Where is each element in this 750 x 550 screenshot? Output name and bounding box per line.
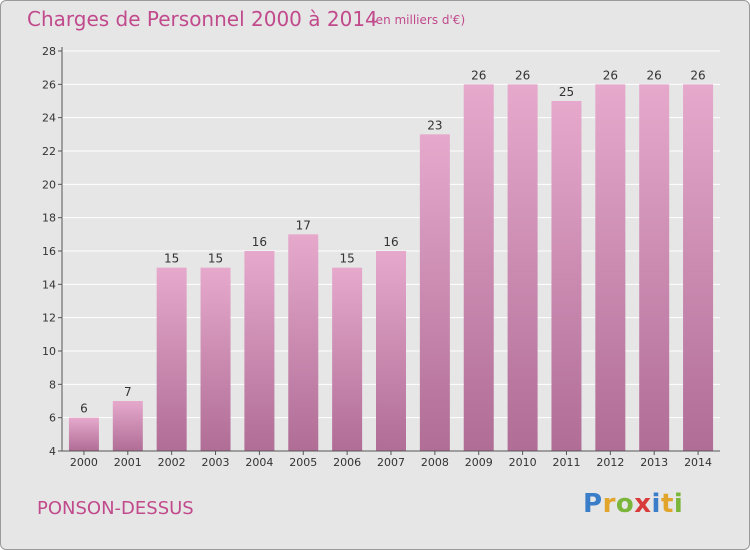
bars <box>68 84 714 452</box>
bar <box>376 251 406 451</box>
y-tick-label: 20 <box>42 178 56 191</box>
data-label: 16 <box>383 235 398 249</box>
y-tick-label: 26 <box>42 78 56 91</box>
data-label: 23 <box>427 118 442 132</box>
data-label: 6 <box>80 402 88 416</box>
value-labels: 6 7 15 15 16 17 15 16 23 26 26 25 26 26 26 <box>80 68 706 415</box>
y-tick-label: 22 <box>42 145 56 158</box>
bar <box>288 234 319 451</box>
data-label: 26 <box>471 68 486 82</box>
data-label: 17 <box>296 218 311 232</box>
chart-subtitle: (en milliers d'€) <box>371 13 466 27</box>
bar <box>200 267 231 451</box>
bar <box>551 101 582 451</box>
x-tick-label: 2008 <box>421 456 449 469</box>
bar <box>419 134 450 452</box>
x-tick-label: 2009 <box>465 456 493 469</box>
x-tick-label: 2006 <box>333 456 361 469</box>
data-label: 26 <box>647 68 662 82</box>
bar <box>68 417 99 451</box>
x-tick-label: 2004 <box>245 456 273 469</box>
bar <box>463 84 494 451</box>
logo-letter: x <box>634 489 652 519</box>
logo-letter: o <box>615 489 635 519</box>
chart-title: Charges de Personnel 2000 à 2014 <box>27 7 378 31</box>
bar <box>507 84 538 451</box>
bar <box>639 84 670 451</box>
bar <box>112 401 143 451</box>
data-label: 7 <box>124 385 132 399</box>
commune-name: PONSON-DESSUS <box>37 498 194 519</box>
y-tick-label: 10 <box>42 345 56 358</box>
x-tick-label: 2007 <box>377 456 405 469</box>
y-tick-label: 24 <box>42 112 56 125</box>
bar <box>156 267 187 451</box>
y-tick-label: 4 <box>49 445 56 458</box>
y-tick-label: 16 <box>42 245 56 258</box>
bar <box>244 251 275 451</box>
x-tick-label: 2002 <box>158 456 186 469</box>
data-label: 15 <box>164 252 179 266</box>
data-label: 25 <box>559 85 574 99</box>
logo-letter: i <box>651 489 661 519</box>
x-tick-label: 2000 <box>70 456 98 469</box>
x-tick-label: 2005 <box>289 456 317 469</box>
x-tick-label: 2003 <box>202 456 230 469</box>
x-tick-label: 2012 <box>596 456 624 469</box>
x-tick-label: 2010 <box>509 456 537 469</box>
data-label: 15 <box>208 252 223 266</box>
bar <box>683 84 714 451</box>
bar <box>595 84 626 451</box>
x-tick-label: 2001 <box>114 456 142 469</box>
x-tick-label: 2014 <box>684 456 712 469</box>
y-tick-label: 18 <box>42 212 56 225</box>
y-tick-label: 12 <box>42 312 56 325</box>
logo-letter: r <box>602 489 616 519</box>
y-tick-label: 28 <box>42 45 56 58</box>
bar <box>332 267 363 451</box>
data-label: 26 <box>690 68 705 82</box>
y-tick-label: 8 <box>49 378 56 391</box>
logo-letter: t <box>660 489 674 519</box>
x-tick-label: 2011 <box>552 456 580 469</box>
y-tick-label: 6 <box>49 412 56 425</box>
data-label: 16 <box>252 235 267 249</box>
data-label: 26 <box>515 68 530 82</box>
data-label: 15 <box>339 252 354 266</box>
data-label: 26 <box>603 68 618 82</box>
logo-letter: P <box>583 489 603 519</box>
x-tick-label: 2013 <box>640 456 668 469</box>
axes: 4 6 8 10 12 14 16 18 20 22 24 26 28 2000 2001 2002 2003 2… <box>42 45 720 469</box>
logo-letter: i <box>673 489 684 519</box>
y-tick-label: 14 <box>42 278 56 291</box>
